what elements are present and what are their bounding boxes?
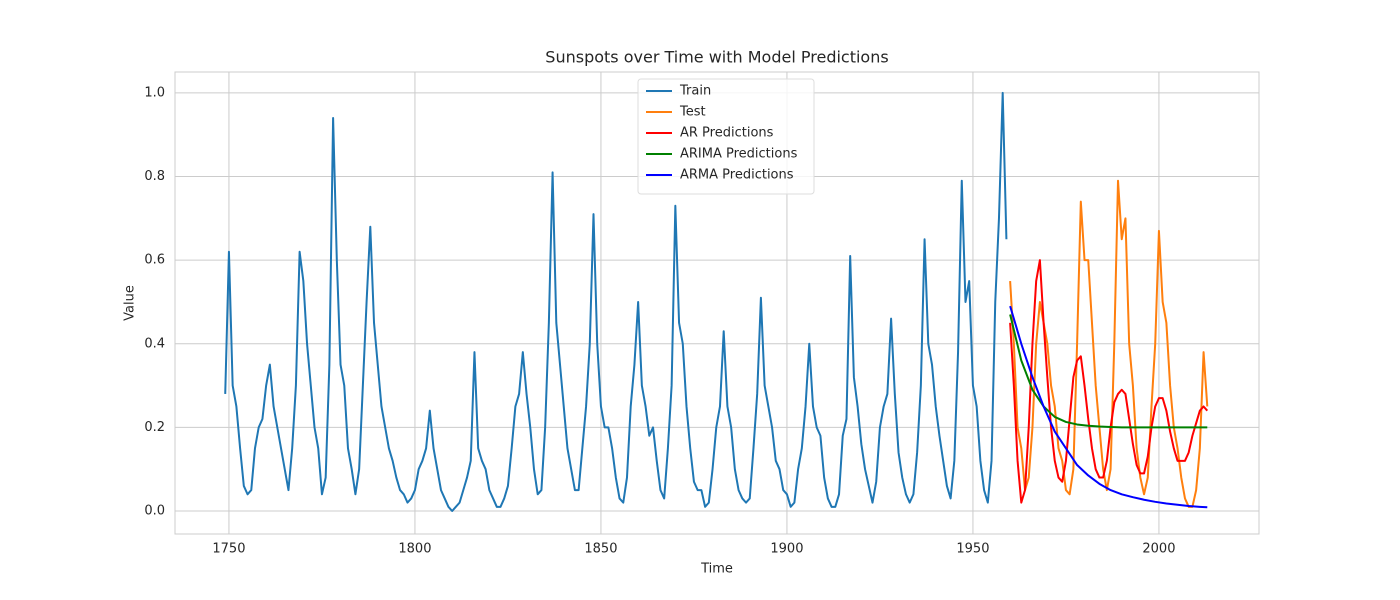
legend-label: Train xyxy=(679,84,711,99)
series-line xyxy=(224,91,1008,512)
x-tick-label: 1950 xyxy=(956,542,989,557)
y-tick-label: 0.4 xyxy=(144,336,165,351)
legend-frame xyxy=(637,78,815,195)
legend-label: AR Predictions xyxy=(680,126,774,141)
x-tick-label: 1750 xyxy=(212,542,245,557)
y-tick-label: 0.6 xyxy=(144,253,165,268)
x-tick-label: 1800 xyxy=(398,542,431,557)
legend: Train Test AR Predictions ARIMA Predictions… xyxy=(637,78,815,195)
y-tick-label: 0.2 xyxy=(144,420,165,435)
x-tick-label: 2000 xyxy=(1142,542,1175,557)
x-tick-label: 1850 xyxy=(584,542,617,557)
y-tick-label: 0.0 xyxy=(144,504,165,519)
x-tick-label: 1900 xyxy=(770,542,803,557)
legend-label: ARIMA Predictions xyxy=(680,147,798,162)
legend-label: ARMA Predictions xyxy=(680,168,794,183)
y-tick-label: 0.8 xyxy=(144,169,165,184)
series-line xyxy=(1009,259,1209,504)
x-axis-label: Time xyxy=(700,562,733,577)
plot-area xyxy=(224,91,1209,512)
y-axis-label: Value xyxy=(123,285,138,321)
y-tick-label: 1.0 xyxy=(144,85,165,100)
chart-title: Sunspots over Time with Model Prediction… xyxy=(545,48,888,67)
series-line xyxy=(1009,305,1208,509)
legend-label: Test xyxy=(679,105,706,120)
plot-frame xyxy=(174,71,1260,535)
